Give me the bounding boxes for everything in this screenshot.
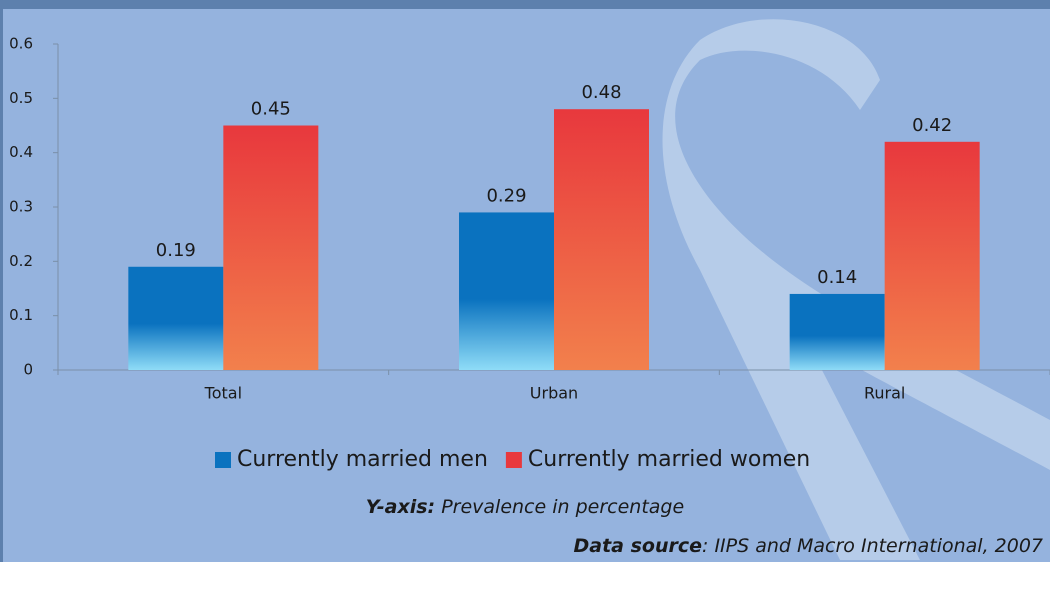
bar xyxy=(789,293,885,370)
left-border xyxy=(0,0,3,562)
bar xyxy=(459,212,554,370)
y-axis-note-text: Prevalence in percentage xyxy=(441,496,684,518)
y-tick-label: 0.5 xyxy=(9,89,33,107)
bar xyxy=(554,109,649,370)
value-label: 0.14 xyxy=(817,267,857,288)
legend-swatch xyxy=(215,452,231,468)
x-tick-label: Urban xyxy=(530,384,578,403)
bar xyxy=(884,141,980,370)
source-label: Data source xyxy=(573,535,702,557)
value-label: 0.48 xyxy=(581,82,621,103)
y-tick-label: 0.2 xyxy=(9,252,33,270)
legend-label: Currently married men xyxy=(237,447,488,472)
y-axis-note: Y-axis: Prevalence in percentage xyxy=(366,496,684,518)
x-tick-label: Total xyxy=(204,384,242,403)
value-label: 0.29 xyxy=(486,185,526,206)
value-label: 0.45 xyxy=(251,99,291,120)
y-tick-label: 0.6 xyxy=(9,35,33,53)
legend-label: Currently married women xyxy=(528,447,810,472)
ribbon-decoration xyxy=(662,19,1050,560)
y-tick-label: 0.3 xyxy=(9,198,33,216)
y-axis-note-label: Y-axis: xyxy=(366,496,435,518)
bar xyxy=(128,266,224,370)
top-strip xyxy=(0,0,1050,9)
x-tick-label: Rural xyxy=(864,384,905,403)
y-tick-label: 0.4 xyxy=(9,143,33,161)
bar xyxy=(223,125,319,370)
value-label: 0.19 xyxy=(156,240,196,261)
source-text: : IIPS and Macro International, 2007 xyxy=(702,535,1043,557)
y-tick-label: 0.1 xyxy=(9,306,33,324)
value-label: 0.42 xyxy=(912,115,952,136)
legend-swatch xyxy=(505,452,522,468)
source-note: Data source: IIPS and Macro Internationa… xyxy=(573,535,1043,557)
y-tick-label: 0 xyxy=(23,361,33,379)
